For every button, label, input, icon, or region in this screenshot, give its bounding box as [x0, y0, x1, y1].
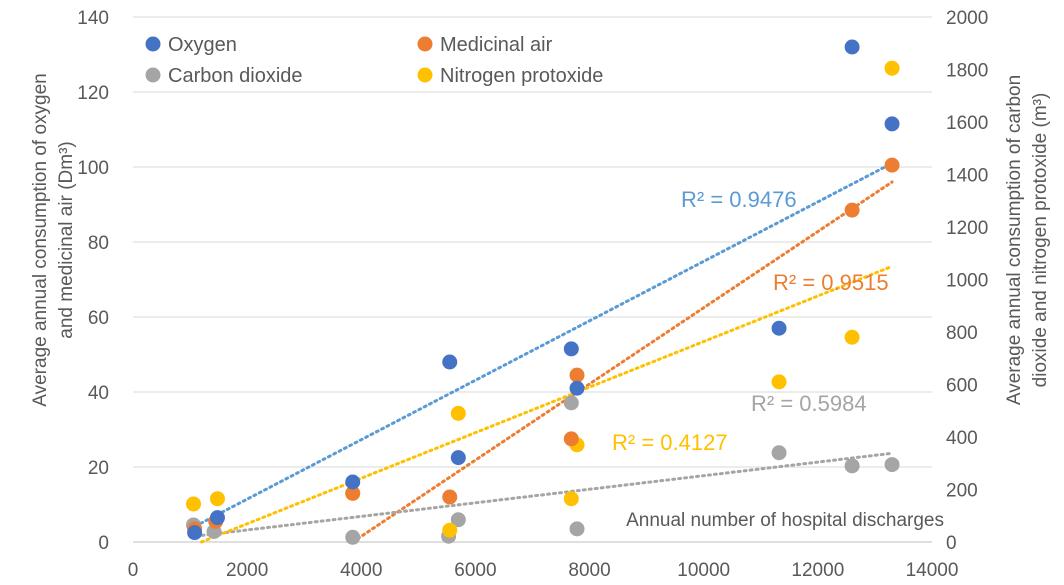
data-point — [563, 431, 579, 447]
data-point — [844, 458, 860, 474]
x-tick-label: 0 — [128, 560, 139, 581]
left-axis-title-line-2: and medicinal air (Dm³) — [56, 141, 77, 338]
data-point — [884, 116, 900, 132]
left-tick-label: 0 — [98, 533, 109, 554]
data-point — [442, 522, 458, 538]
data-point — [569, 521, 585, 537]
right-tick-label: 1600 — [946, 113, 988, 134]
data-point — [563, 395, 579, 411]
r-squared-labels: R² = 0.9476 R² = 0.9515 R² = 0.4127 R² = 0.… — [612, 187, 889, 455]
right-tick-label: 400 — [946, 428, 978, 449]
r-squared-label: R² = 0.9476 — [681, 187, 797, 212]
right-tick-label: 1200 — [946, 218, 988, 239]
data-point — [844, 39, 860, 55]
data-point — [345, 485, 361, 501]
right-axis-title-line-1: Average annual consumption of carbon — [1004, 75, 1025, 405]
r-squared-label: R² = 0.9515 — [773, 270, 889, 295]
data-point — [569, 367, 585, 383]
x-tick-label: 8000 — [568, 560, 610, 581]
data-points — [185, 39, 900, 545]
r-squared-label: R² = 0.4127 — [612, 430, 728, 455]
legend-label: Medicinal air — [440, 34, 553, 56]
left-tick-label: 140 — [77, 8, 109, 29]
data-point — [844, 202, 860, 218]
legend-marker — [145, 67, 161, 83]
x-tick-label: 14000 — [906, 560, 959, 581]
left-tick-label: 20 — [88, 458, 109, 479]
data-point — [771, 445, 787, 461]
x-axis-title: Annual number of hospital discharges — [626, 510, 944, 531]
right-axis-ticks: 0 200 400 600 800 1000 1200 1400 1600 1800 2000 — [946, 8, 988, 554]
x-tick-label: 12000 — [791, 560, 844, 581]
legend-marker — [145, 36, 161, 52]
left-axis-ticks: 0 20 40 60 80 100 120 140 — [77, 8, 109, 554]
x-tick-label: 2000 — [226, 560, 268, 581]
data-point — [569, 380, 585, 396]
data-point — [563, 341, 579, 357]
right-tick-label: 2000 — [946, 8, 988, 29]
gridlines — [133, 16, 932, 543]
x-axis-ticks: 0 2000 4000 6000 8000 10000 12000 14000 — [128, 560, 959, 581]
data-point — [450, 512, 466, 528]
left-tick-label: 100 — [77, 158, 109, 179]
x-tick-label: 4000 — [340, 560, 382, 581]
left-tick-label: 40 — [88, 383, 109, 404]
legend-label: Oxygen — [168, 34, 237, 56]
legend-label: Carbon dioxide — [168, 65, 303, 87]
data-point — [450, 450, 466, 466]
data-point — [450, 405, 466, 421]
right-axis-title-line-2: dioxide and nitrogen protoxide (m³) — [1030, 93, 1051, 388]
x-tick-label: 10000 — [677, 560, 730, 581]
right-tick-label: 600 — [946, 376, 978, 397]
legend: Oxygen Medicinal air Carbon dioxide Nitroge… — [145, 34, 603, 87]
legend-marker — [417, 36, 433, 52]
trendline — [188, 451, 894, 539]
right-tick-label: 800 — [946, 323, 978, 344]
data-point — [185, 496, 201, 512]
right-tick-label: 1000 — [946, 271, 988, 292]
x-tick-label: 6000 — [454, 560, 496, 581]
data-point — [442, 489, 458, 505]
left-axis-title: Average annual consumption of oxygen and… — [30, 73, 77, 406]
data-point — [884, 157, 900, 173]
data-point — [884, 457, 900, 473]
trendlines — [188, 161, 894, 544]
data-point — [563, 491, 579, 507]
trendline — [351, 180, 894, 544]
left-tick-label: 60 — [88, 308, 109, 329]
legend-label: Nitrogen protoxide — [440, 65, 603, 87]
left-axis-title-line-1: Average annual consumption of oxygen — [30, 73, 51, 406]
data-point — [209, 491, 225, 507]
legend-marker — [417, 67, 433, 83]
trendline — [199, 264, 894, 544]
data-point — [187, 525, 203, 541]
right-tick-label: 1800 — [946, 61, 988, 82]
data-point — [209, 510, 225, 526]
right-tick-label: 200 — [946, 481, 978, 502]
data-point — [844, 329, 860, 345]
data-point — [884, 60, 900, 76]
data-point — [771, 374, 787, 390]
data-point — [345, 474, 361, 490]
trendline — [188, 161, 894, 531]
r-squared-label: R² = 0.5984 — [751, 391, 867, 416]
data-point — [442, 354, 458, 370]
data-point — [345, 529, 361, 545]
left-tick-label: 120 — [77, 83, 109, 104]
right-axis-title: Average annual consumption of carbon dio… — [1004, 75, 1051, 405]
data-point — [771, 320, 787, 336]
right-tick-label: 0 — [946, 533, 957, 554]
left-tick-label: 80 — [88, 233, 109, 254]
right-tick-label: 1400 — [946, 166, 988, 187]
